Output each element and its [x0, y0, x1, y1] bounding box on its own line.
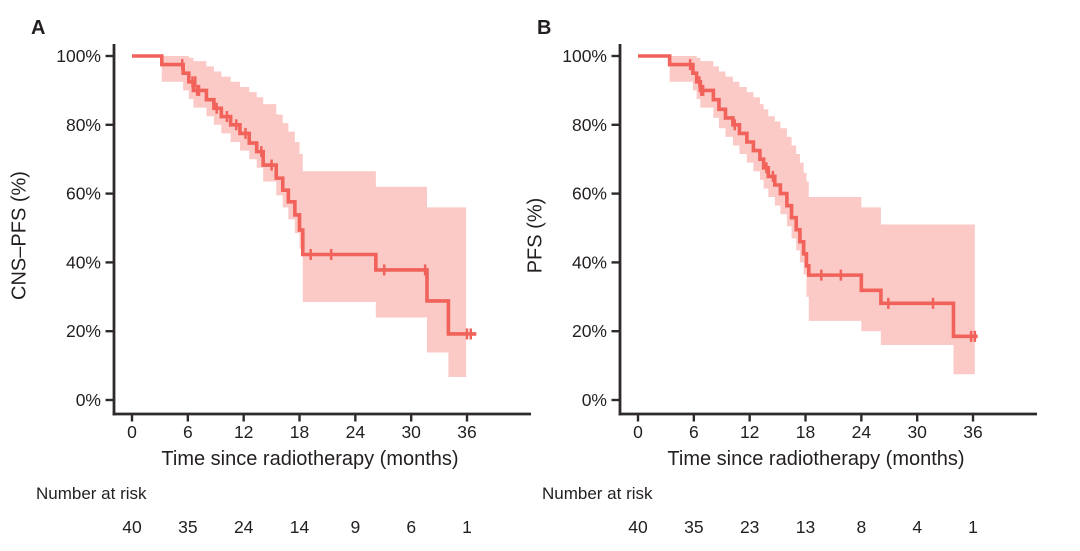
x-tick-label: 24	[852, 422, 872, 442]
y-tick-label: 60%	[572, 184, 607, 204]
y-tick-label: 100%	[562, 46, 607, 66]
x-tick-label: 36	[457, 422, 476, 442]
y-tick-label: 100%	[56, 46, 101, 66]
risk-count: 24	[234, 517, 254, 537]
risk-count: 8	[856, 517, 866, 537]
risk-count: 40	[628, 517, 648, 537]
risk-count: 35	[684, 517, 703, 537]
y-tick-label: 40%	[572, 252, 607, 272]
risk-count: 40	[122, 517, 142, 537]
risk-count: 13	[796, 517, 815, 537]
panel-a: 0% 20% 40% 60% 80% 100% 0 6 12 18 24 30 36 40 35 24 14 9 6…	[8, 17, 531, 537]
confidence-band	[669, 56, 975, 375]
panel-b-label: B	[537, 17, 552, 39]
x-tick-label: 6	[183, 422, 193, 442]
y-axis-title-b: PFS (%)	[524, 197, 547, 274]
confidence-band	[161, 56, 467, 377]
x-tick-label: 12	[234, 422, 253, 442]
x-tick-label: 18	[290, 422, 309, 442]
x-tick-label: 6	[689, 422, 699, 442]
y-tick-label: 20%	[66, 321, 101, 341]
x-tick-label: 0	[127, 422, 137, 442]
risk-count: 35	[178, 517, 197, 537]
y-tick-label: 40%	[66, 252, 101, 272]
km-plot-a: 0% 20% 40% 60% 80% 100% 0 6 12 18 24 30 36 40 35 24 14 9 6…	[56, 44, 531, 537]
y-tick-label: 0%	[76, 390, 101, 410]
y-tick-label: 80%	[66, 115, 101, 135]
y-tick-label: 20%	[572, 321, 607, 341]
risk-count: 4	[912, 517, 922, 537]
number-at-risk-label-b: Number at risk	[542, 484, 653, 503]
panel-a-label: A	[31, 17, 46, 39]
x-tick-label: 18	[796, 422, 815, 442]
risk-count: 1	[462, 517, 472, 537]
y-tick-label: 80%	[572, 115, 607, 135]
x-tick-label: 0	[633, 422, 643, 442]
x-tick-label: 30	[401, 422, 421, 442]
x-tick-label: 36	[963, 422, 982, 442]
x-tick-label: 30	[907, 422, 927, 442]
risk-count: 1	[968, 517, 978, 537]
y-tick-label: 60%	[66, 184, 101, 204]
panel-b: 0% 20% 40% 60% 80% 100% 0 6 12 18 24 30 36 40 35 23 13 8 4…	[506, 0, 1046, 551]
number-at-risk-label-a: Number at risk	[36, 484, 147, 503]
x-axis-title-a: Time since radiotherapy (months)	[161, 448, 459, 470]
x-axis-title-b: Time since radiotherapy (months)	[667, 448, 965, 470]
risk-count: 6	[406, 517, 416, 537]
y-axis-title-a: CNS–PFS (%)	[8, 171, 31, 300]
risk-count: 23	[740, 517, 759, 537]
risk-count: 9	[350, 517, 360, 537]
x-tick-label: 12	[740, 422, 759, 442]
y-tick-label: 0%	[582, 390, 607, 410]
risk-count: 14	[290, 517, 310, 537]
x-tick-label: 24	[346, 422, 366, 442]
km-plot-b: 0% 20% 40% 60% 80% 100% 0 6 12 18 24 30 36 40 35 23 13 8 4…	[562, 44, 1037, 537]
